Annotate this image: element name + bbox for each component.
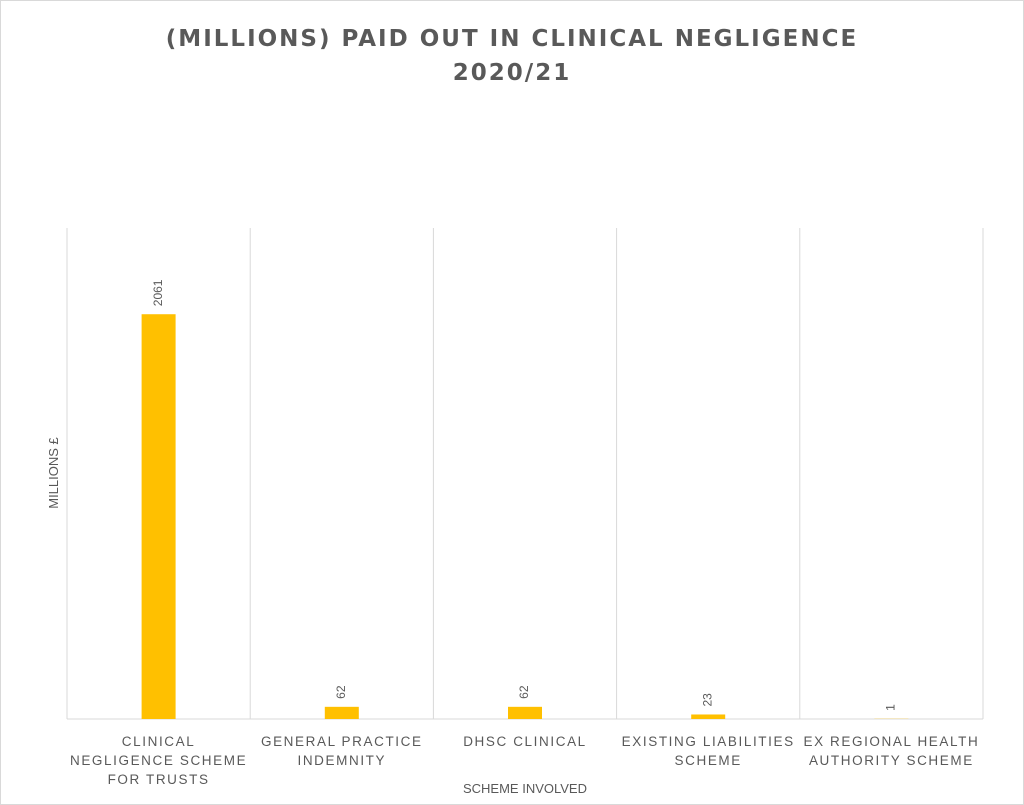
bar <box>691 714 726 719</box>
x-tick-label: CLINICAL <box>122 734 196 749</box>
chart-title-line-1: (MILLIONS) PAID OUT IN CLINICAL NEGLIGEN… <box>165 26 859 52</box>
bar <box>324 706 359 719</box>
data-label: 1 <box>884 704 898 711</box>
data-label: 62 <box>334 685 348 699</box>
chart-title-line-2: 2020/21 <box>452 60 572 86</box>
x-tick-label: SCHEME <box>675 753 742 768</box>
x-tick-label: INDEMNITY <box>297 753 386 768</box>
chart-title: (MILLIONS) PAID OUT IN CLINICAL NEGLIGEN… <box>0 22 1024 90</box>
x-tick-label: NEGLIGENCE SCHEME <box>70 753 247 768</box>
x-tick-label: FOR TRUSTS <box>108 772 210 787</box>
bar <box>141 314 176 719</box>
data-label: 62 <box>517 685 531 699</box>
x-tick-label: EXISTING LIABILITIES <box>622 734 795 749</box>
x-tick-label: DHSC CLINICAL <box>463 734 587 749</box>
x-tick-label: EX REGIONAL HEALTH <box>803 734 979 749</box>
x-axis-title: SCHEME INVOLVED <box>463 781 587 796</box>
x-tick-label: GENERAL PRACTICE <box>261 734 423 749</box>
x-tick-label: AUTHORITY SCHEME <box>809 753 974 768</box>
data-label: 23 <box>700 693 714 707</box>
bar <box>508 706 542 719</box>
data-label: 2061 <box>151 279 165 306</box>
y-axis-title: MILLIONS £ <box>46 436 61 508</box>
